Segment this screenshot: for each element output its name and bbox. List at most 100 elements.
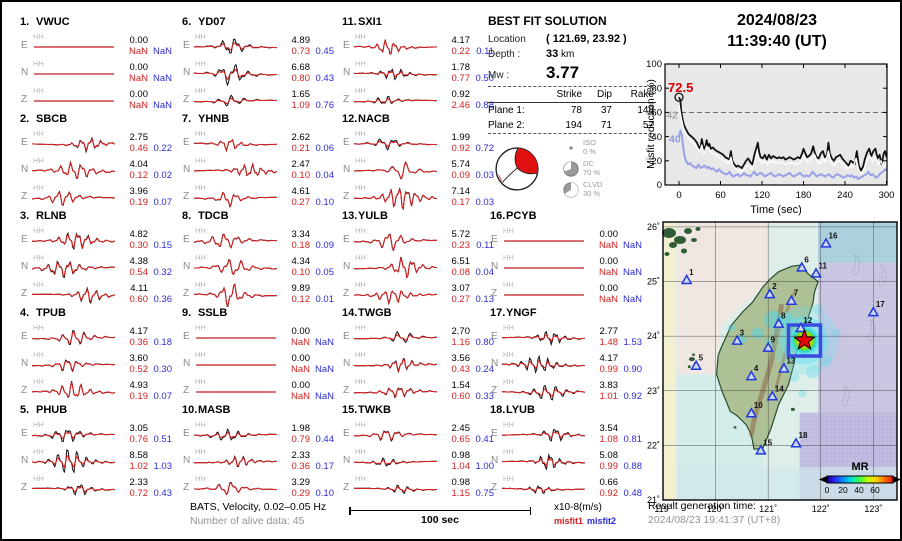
misfit2-value: 0.88 — [475, 99, 495, 111]
channel-label: HH — [503, 420, 514, 429]
station-marker-5 — [690, 359, 702, 370]
waveform-container: HH — [353, 129, 438, 156]
xtick-label: 60 — [715, 190, 726, 201]
amplitude-value: 4.34 — [291, 255, 311, 267]
component-label: E — [21, 137, 28, 148]
amplitude-value: 1.98 — [291, 422, 311, 434]
channel-label: HH — [195, 447, 206, 456]
component-label: N — [491, 455, 499, 466]
station-block-tdcb: 8. TDCB E HH 3.34 0.18 0.09 N HH 4.34 0.10 0.05 Z HH 9… — [182, 210, 334, 308]
misfit2-value: NaN — [622, 293, 642, 305]
misfit2-value: NaN — [152, 45, 172, 57]
amplitude-value: 4.04 — [129, 158, 149, 170]
station-marker-4 — [745, 370, 758, 381]
waveform-plot — [34, 46, 114, 48]
misfit1-value: 0.12 — [291, 293, 311, 305]
misfit2-value: 0.22 — [153, 142, 173, 154]
misfit2-value: NaN — [314, 336, 334, 348]
misfit1-value: 0.19 — [129, 196, 149, 208]
waveform-plot — [31, 190, 115, 207]
station-marker-label: 5 — [699, 354, 704, 363]
map-lat-label: 24˚ — [647, 331, 660, 341]
trace-values: 3.56 0.43 0.24 — [440, 353, 495, 375]
amplitude-value: 0.00 — [291, 379, 311, 391]
scalebar-left-tick — [349, 507, 351, 515]
amplitude-value: 3.83 — [599, 379, 619, 391]
station-number: 13. — [342, 210, 358, 222]
plane2-label: Plane 2: — [488, 120, 525, 131]
station-number: 14. — [342, 307, 358, 319]
amplitude-value: 6.51 — [451, 255, 471, 267]
waveform-container: HH — [354, 350, 438, 377]
trace-values: 2.62 0.21 0.06 — [280, 132, 335, 154]
waveform-plot — [194, 63, 277, 87]
component-label: Z — [21, 94, 28, 105]
xtick-label: 120 — [754, 190, 770, 201]
channel-label: HH — [195, 280, 206, 289]
trace-row-n: N HH 5.08 0.99 0.88 — [490, 447, 642, 474]
colorbar-tick-label: 20 — [838, 485, 848, 495]
amplitude-value: 0.98 — [451, 476, 471, 488]
misfit2-value: 1.03 — [153, 460, 173, 472]
station-block-vwuc: 1. VWUC E HH 0.00 NaN NaN N HH 0.00 NaN NaN Z HH 0.00 N… — [20, 16, 172, 113]
station-number: 1. — [20, 16, 30, 28]
trace-row-n: N HH 0.00 NaN NaN — [182, 350, 334, 377]
plane2-rake: 57 — [642, 120, 654, 131]
channel-label: HH — [195, 323, 206, 332]
amplitude-value: 4.38 — [129, 255, 149, 267]
waveform-container: HH — [32, 86, 116, 113]
misfit1-value: 0.21 — [291, 142, 311, 154]
trace-values: 4.38 0.54 0.32 — [118, 255, 173, 278]
trace-values: 4.17 0.36 0.18 — [118, 326, 173, 348]
trace-row-n: N HH 4.04 0.12 0.02 — [20, 156, 172, 183]
dc-name: DC — [583, 159, 594, 168]
solution-title: BEST FIT SOLUTION — [488, 14, 607, 28]
amplitude-value: 2.33 — [129, 476, 149, 488]
station-code: TDCB — [198, 210, 229, 222]
trace-row-e: E HH 0.00 NaN NaN — [20, 32, 172, 59]
channel-label: HH — [33, 32, 44, 41]
waveform-container: HH — [353, 59, 438, 86]
trace-row-e: E HH 2.70 1.16 0.80 — [342, 323, 494, 350]
depth-label: Depth : — [488, 49, 521, 60]
waveform-plot — [193, 481, 277, 496]
trace-row-e: E HH 1.98 0.79 0.44 — [182, 420, 334, 447]
waveform-plot — [354, 484, 437, 495]
trace-values: 0.98 1.15 0.75 — [440, 476, 495, 499]
amplitude-value: 0.00 — [599, 255, 619, 267]
trace-values: 3.05 0.76 0.51 — [118, 423, 173, 445]
station-block-yngf: 17.YNGF E HH 2.77 1.48 1.53 N HH 4.17 0.99 0.90 Z HH… — [490, 307, 642, 404]
channel-label: HH — [355, 32, 366, 41]
misfit2-value: 0.04 — [315, 169, 335, 181]
station-title: 8. TDCB — [182, 210, 334, 226]
iso-component-icon — [569, 145, 573, 150]
channel-label: HH — [355, 323, 366, 332]
misfit2-value: 1.00 — [475, 460, 495, 472]
station-block-pcyb: 16.PCYB E HH 0.00 NaN NaN N HH 0.00 NaN NaN Z HH 0.00… — [490, 210, 642, 307]
misfit1-value: 0.27 — [291, 196, 311, 208]
misfit1-value: 2.46 — [451, 99, 471, 111]
station-block-twkb: 15.TWKB E HH 2.45 0.65 0.41 N HH 0.98 1.04 1.00 Z HH… — [342, 404, 494, 501]
waveform-plot — [353, 95, 437, 104]
station-marker-label: 18 — [799, 431, 808, 440]
waveform-container: HH — [193, 253, 278, 280]
component-label: Z — [21, 191, 28, 202]
amplitude-value: 5.74 — [451, 158, 471, 170]
xtick-label: 0 — [676, 190, 681, 201]
component-label: N — [343, 455, 351, 466]
misfit2-value: 0.32 — [153, 266, 173, 278]
misfit1-value: 1.48 — [599, 336, 619, 348]
misfit1-value: 0.77 — [451, 72, 471, 84]
misfit1-value: NaN — [290, 390, 310, 402]
station-marker-17 — [867, 306, 880, 317]
misfit1-value: 0.54 — [129, 266, 149, 278]
dc-pct: 70 % — [583, 167, 601, 177]
misfit2-value: 0.51 — [153, 433, 173, 445]
waveform-container: HH — [31, 350, 116, 377]
misfit1-value: 0.30 — [129, 239, 149, 251]
trace-values: 4.82 0.30 0.15 — [118, 229, 173, 251]
waveform-plot — [32, 286, 116, 305]
component-label: E — [183, 331, 190, 342]
